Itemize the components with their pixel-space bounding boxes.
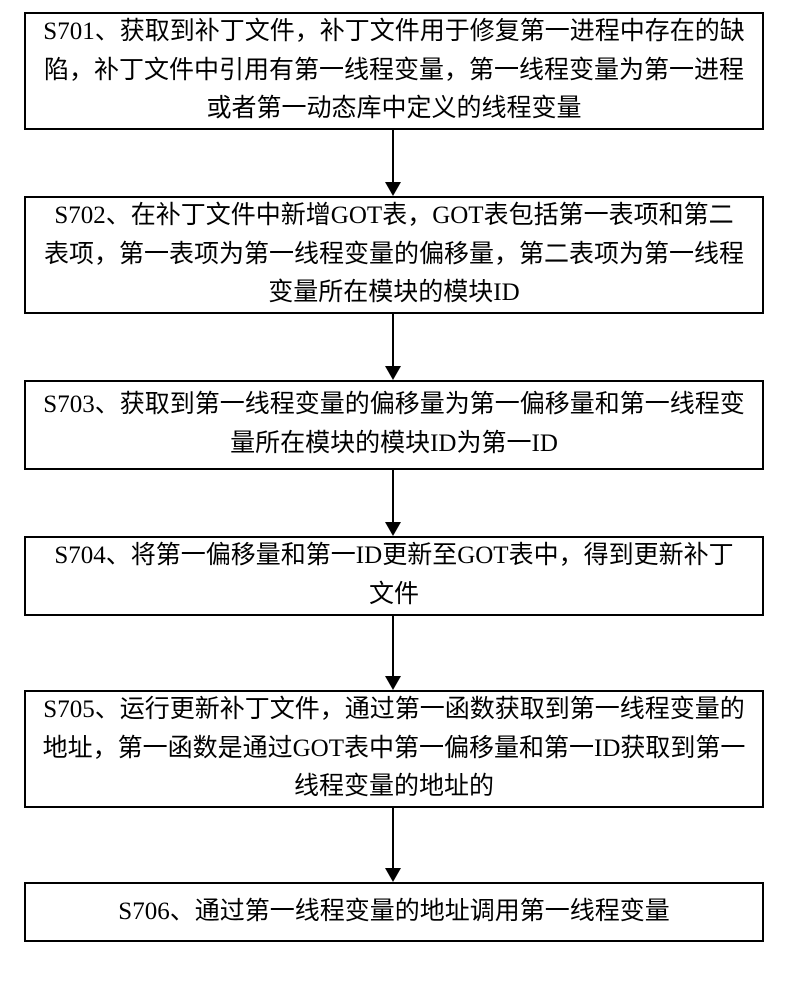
- flowchart-node-s701-text: S701、获取到补丁文件，补丁文件用于修复第一进程中存在的缺陷，补丁文件中引用有…: [42, 13, 746, 129]
- flowchart-edge-s703-s704: [392, 470, 394, 522]
- flowchart-node-s706: S706、通过第一线程变量的地址调用第一线程变量: [24, 882, 764, 942]
- flowchart-node-s703-text: S703、获取到第一线程变量的偏移量为第一偏移量和第一线程变量所在模块的模块ID…: [42, 386, 746, 464]
- arrow-down-icon: [385, 868, 401, 882]
- flowchart-node-s704-text: S704、将第一偏移量和第一ID更新至GOT表中，得到更新补丁文件: [42, 537, 746, 615]
- flowchart-node-s703: S703、获取到第一线程变量的偏移量为第一偏移量和第一线程变量所在模块的模块ID…: [24, 380, 764, 470]
- flowchart-edge-s705-s706: [392, 808, 394, 868]
- flowchart-canvas: S701、获取到补丁文件，补丁文件用于修复第一进程中存在的缺陷，补丁文件中引用有…: [0, 0, 786, 1000]
- flowchart-node-s701: S701、获取到补丁文件，补丁文件用于修复第一进程中存在的缺陷，补丁文件中引用有…: [24, 12, 764, 130]
- arrow-down-icon: [385, 676, 401, 690]
- arrow-down-icon: [385, 522, 401, 536]
- flowchart-edge-s704-s705: [392, 616, 394, 676]
- flowchart-node-s706-text: S706、通过第一线程变量的地址调用第一线程变量: [118, 893, 669, 932]
- flowchart-edge-s702-s703: [392, 314, 394, 366]
- arrow-down-icon: [385, 366, 401, 380]
- flowchart-node-s702-text: S702、在补丁文件中新增GOT表，GOT表包括第一表项和第二表项，第一表项为第…: [42, 197, 746, 313]
- arrow-down-icon: [385, 182, 401, 196]
- flowchart-node-s705-text: S705、运行更新补丁文件，通过第一函数获取到第一线程变量的地址，第一函数是通过…: [42, 691, 746, 807]
- flowchart-edge-s701-s702: [392, 130, 394, 182]
- flowchart-node-s705: S705、运行更新补丁文件，通过第一函数获取到第一线程变量的地址，第一函数是通过…: [24, 690, 764, 808]
- flowchart-node-s704: S704、将第一偏移量和第一ID更新至GOT表中，得到更新补丁文件: [24, 536, 764, 616]
- flowchart-node-s702: S702、在补丁文件中新增GOT表，GOT表包括第一表项和第二表项，第一表项为第…: [24, 196, 764, 314]
